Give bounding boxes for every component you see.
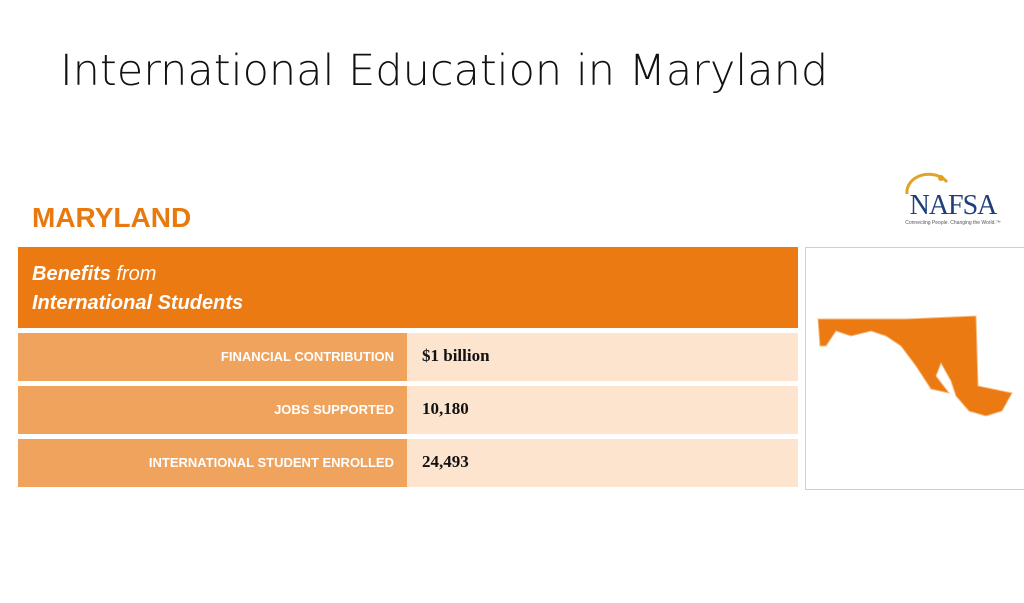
logo: NAFSA Connecting People. Changing the Wo… (893, 170, 1013, 226)
heading-light: from (116, 263, 157, 285)
table-row: INTERNATIONAL STUDENT ENROLLED 24,493 (18, 439, 798, 487)
table-row: FINANCIAL CONTRIBUTION $1 billion (18, 333, 798, 381)
table-heading: Benefits from International Students (18, 247, 798, 328)
logo-arc (905, 172, 949, 195)
row-value: 24,493 (407, 439, 798, 487)
logo-tagline: Connecting People. Changing the World.™ (905, 220, 1001, 226)
logo-name: NAFSA (909, 190, 998, 221)
heading-line2: International Students (32, 292, 244, 314)
row-value: 10,180 (407, 386, 798, 434)
row-label: FINANCIAL CONTRIBUTION (18, 333, 407, 381)
heading-bold: Benefits (32, 263, 111, 285)
row-value: $1 billion (407, 333, 798, 381)
slide-title: International Education in Maryland (60, 46, 829, 96)
map-box (805, 247, 1024, 490)
table-row: JOBS SUPPORTED 10,180 (18, 386, 798, 434)
state-name: MARYLAND (32, 202, 192, 233)
state-map (817, 315, 1013, 417)
row-label: JOBS SUPPORTED (18, 386, 407, 434)
row-label: INTERNATIONAL STUDENT ENROLLED (18, 439, 407, 487)
